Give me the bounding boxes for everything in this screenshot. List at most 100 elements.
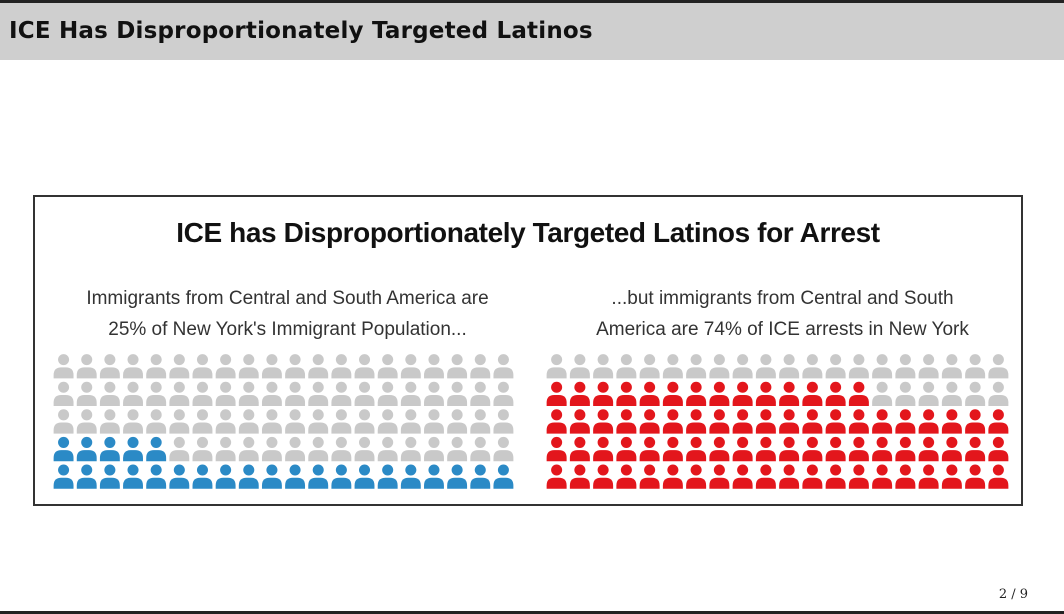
person-icon bbox=[569, 409, 590, 434]
person-icon bbox=[848, 464, 869, 489]
person-icon bbox=[238, 354, 259, 379]
person-icon bbox=[470, 381, 491, 406]
person-icon bbox=[331, 409, 352, 434]
person-icon bbox=[354, 436, 375, 462]
person-icon bbox=[331, 464, 352, 489]
person-icon bbox=[377, 464, 398, 489]
person-icon bbox=[941, 354, 962, 379]
infographic-figure: ICE has Disproportionately Targeted Lati… bbox=[33, 195, 1023, 506]
person-icon bbox=[146, 381, 167, 406]
person-icon bbox=[354, 464, 375, 489]
person-icon bbox=[99, 409, 120, 434]
slide-page-number: 2 / 9 bbox=[998, 587, 1028, 602]
person-icon bbox=[400, 381, 421, 406]
person-icon bbox=[965, 464, 986, 489]
person-icon bbox=[802, 464, 823, 489]
population-caption-line-2: 25% of New York's Immigrant Population..… bbox=[108, 319, 467, 340]
person-icon bbox=[470, 464, 491, 489]
arrests-caption-line-1: ...but immigrants from Central and South bbox=[611, 288, 954, 309]
person-icon bbox=[424, 436, 444, 462]
person-icon bbox=[965, 436, 986, 462]
person-icon bbox=[616, 409, 637, 434]
person-icon bbox=[709, 409, 730, 434]
person-icon bbox=[755, 436, 776, 462]
person-icon bbox=[593, 354, 614, 379]
person-icon bbox=[965, 409, 986, 434]
person-icon bbox=[169, 354, 190, 379]
person-icon bbox=[825, 464, 846, 489]
population-caption-line-1: Immigrants from Central and South Americ… bbox=[86, 288, 489, 309]
person-icon bbox=[872, 354, 893, 379]
person-icon bbox=[169, 409, 190, 434]
person-icon bbox=[546, 464, 567, 489]
person-icon bbox=[895, 464, 916, 489]
person-icon bbox=[53, 381, 74, 406]
person-icon bbox=[662, 436, 683, 462]
person-icon bbox=[238, 409, 259, 434]
person-icon bbox=[99, 436, 120, 462]
person-icon bbox=[308, 464, 329, 489]
person-icon bbox=[261, 409, 282, 434]
person-icon bbox=[639, 381, 660, 406]
person-icon bbox=[872, 409, 893, 434]
person-icon bbox=[895, 354, 916, 379]
person-icon bbox=[802, 436, 823, 462]
person-icon bbox=[848, 409, 869, 434]
person-icon bbox=[546, 409, 567, 434]
person-icon bbox=[732, 381, 753, 406]
person-icon bbox=[941, 436, 962, 462]
person-icon bbox=[354, 354, 375, 379]
person-icon bbox=[238, 464, 259, 489]
person-icon bbox=[616, 436, 637, 462]
person-icon bbox=[848, 436, 869, 462]
person-icon bbox=[569, 354, 590, 379]
person-icon bbox=[215, 436, 236, 462]
person-icon bbox=[732, 436, 753, 462]
person-icon bbox=[709, 464, 730, 489]
person-icon bbox=[755, 409, 776, 434]
person-icon bbox=[53, 409, 74, 434]
person-icon bbox=[802, 409, 823, 434]
person-icon bbox=[308, 409, 329, 434]
person-icon bbox=[400, 464, 421, 489]
person-icon bbox=[895, 381, 916, 406]
person-icon bbox=[872, 464, 893, 489]
person-icon bbox=[988, 381, 1009, 406]
person-icon bbox=[569, 436, 590, 462]
person-icon bbox=[593, 409, 614, 434]
person-icon bbox=[825, 436, 846, 462]
person-icon bbox=[941, 381, 962, 406]
person-icon bbox=[639, 409, 660, 434]
person-icon bbox=[238, 436, 259, 462]
person-icon bbox=[470, 409, 491, 434]
person-icon bbox=[546, 381, 567, 406]
person-icon bbox=[169, 381, 190, 406]
person-icon bbox=[123, 409, 143, 434]
person-icon bbox=[779, 381, 800, 406]
person-icon bbox=[779, 464, 800, 489]
person-icon bbox=[546, 354, 567, 379]
person-icon bbox=[400, 354, 421, 379]
person-icon bbox=[709, 436, 730, 462]
slide-title-bar: ICE Has Disproportionately Targeted Lati… bbox=[0, 3, 1064, 60]
person-icon bbox=[215, 409, 236, 434]
person-icon bbox=[988, 464, 1009, 489]
person-icon bbox=[872, 436, 893, 462]
person-icon bbox=[261, 464, 282, 489]
person-icon bbox=[662, 381, 683, 406]
person-icon bbox=[354, 381, 375, 406]
person-icon bbox=[593, 381, 614, 406]
person-icon bbox=[686, 381, 707, 406]
person-icon bbox=[988, 436, 1009, 462]
person-icon bbox=[192, 409, 213, 434]
person-icon bbox=[686, 354, 707, 379]
person-icon bbox=[99, 464, 120, 489]
person-icon bbox=[447, 354, 468, 379]
person-icon bbox=[331, 436, 352, 462]
person-icon bbox=[285, 409, 306, 434]
person-icon bbox=[192, 381, 213, 406]
person-icon bbox=[377, 409, 398, 434]
person-icon bbox=[261, 436, 282, 462]
person-icon bbox=[447, 436, 468, 462]
person-icon bbox=[732, 409, 753, 434]
